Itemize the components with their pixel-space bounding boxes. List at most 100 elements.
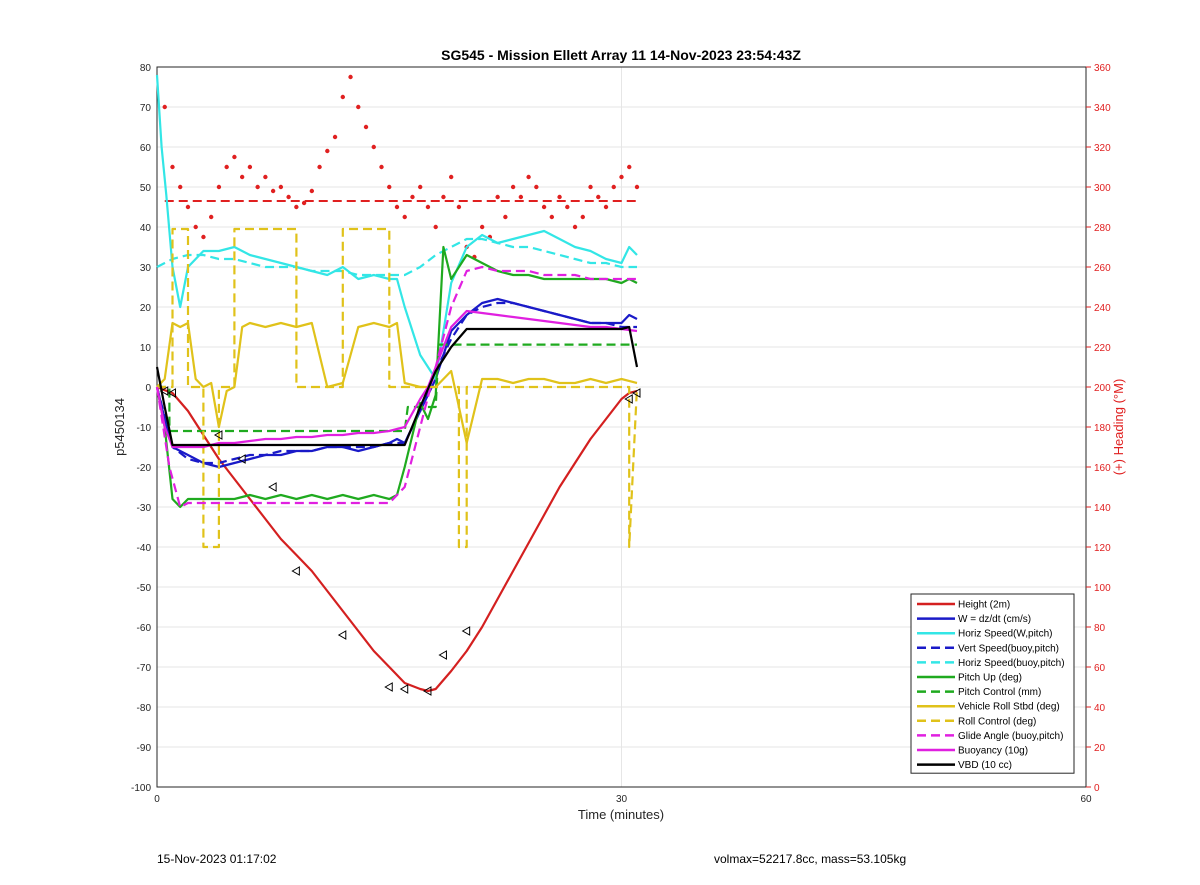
heading-point [224, 164, 229, 170]
heading-point [387, 184, 392, 190]
heading-point [185, 204, 191, 210]
direction-marker [167, 388, 176, 398]
heading-point [325, 148, 330, 154]
heading-point [557, 194, 562, 200]
direction-marker [631, 388, 641, 398]
legend-entry: Roll Control (deg) [958, 716, 1036, 727]
x-tick-label: 0 [154, 794, 160, 805]
direction-marker [237, 454, 246, 464]
heading-point [619, 174, 624, 180]
y-axis-label: p5450134 [112, 398, 127, 456]
legend-entry: Horiz Speed(buoy,pitch) [958, 658, 1065, 669]
footer-mass-info: volmax=52217.8cc, mass=53.105kg [714, 852, 907, 866]
heading-point [178, 184, 183, 190]
direction-marker [384, 682, 393, 692]
y-tick-label: -30 [137, 503, 152, 514]
heading-point [634, 184, 640, 190]
y2-axis-label: (+) Heading (°M) [1111, 379, 1126, 476]
series-line [155, 309, 638, 449]
series-line [156, 321, 638, 445]
heading-point [263, 174, 268, 180]
heading-point [534, 184, 539, 190]
y-tick-label: -70 [137, 663, 152, 674]
y2-tick-label: 80 [1094, 623, 1106, 634]
y-tick-label: 40 [140, 223, 152, 234]
y-tick-label: 50 [140, 183, 152, 194]
x-axis-ticks: 0 30 60 [154, 794, 1092, 805]
heading-point [278, 184, 284, 190]
heading-point [309, 188, 315, 194]
x-tick-label: 30 [616, 794, 628, 805]
heading-point [425, 204, 431, 210]
y-tick-label: -10 [137, 423, 152, 434]
heading-point [572, 224, 578, 230]
legend-entry: W = dz/dt (cm/s) [958, 614, 1031, 625]
y2-tick-label: 20 [1094, 743, 1106, 754]
direction-marker [159, 386, 169, 396]
heading-point [170, 164, 175, 170]
series-line [156, 385, 638, 693]
y2-tick-label: 100 [1094, 583, 1111, 594]
heading-point [518, 194, 524, 200]
heading-point [627, 164, 632, 170]
heading-point [495, 194, 500, 200]
y-tick-label: 20 [140, 303, 152, 314]
heading-point [418, 184, 423, 190]
heading-point [603, 204, 609, 210]
y-tick-label: -90 [137, 743, 152, 754]
series-line [155, 245, 638, 509]
heading-point [270, 188, 276, 194]
legend-entry: Height (2m) [958, 600, 1010, 611]
heading-point [526, 174, 531, 180]
heading-point [294, 204, 299, 210]
heading-point [549, 214, 555, 220]
right-y-axis-ticks: 3603403203002802602402202001801601401201… [1086, 63, 1111, 794]
y2-tick-label: 0 [1094, 783, 1100, 794]
y-tick-label: 80 [140, 63, 152, 74]
y2-tick-label: 280 [1094, 223, 1111, 234]
y2-tick-label: 360 [1094, 63, 1111, 74]
y2-tick-label: 240 [1094, 303, 1111, 314]
y2-tick-label: 200 [1094, 383, 1111, 394]
heading-point [286, 194, 291, 200]
heading-point [541, 204, 547, 210]
y-tick-label: 60 [140, 143, 152, 154]
y-tick-label: -60 [137, 623, 152, 634]
heading-point [356, 104, 361, 110]
heading-point [363, 124, 369, 130]
legend-box [910, 593, 1075, 774]
heading-point [441, 194, 446, 200]
heading-point [448, 174, 454, 180]
series-lines [155, 74, 639, 693]
legend-entry: VBD (10 cc) [958, 760, 1012, 771]
heading-point [232, 154, 237, 160]
y2-tick-label: 160 [1094, 463, 1111, 474]
heading-point [433, 224, 438, 230]
heading-point [208, 214, 214, 220]
direction-marker [438, 650, 447, 660]
legend-entry: Buoyancy (10g) [958, 746, 1028, 757]
heading-series [162, 74, 640, 260]
legend-entry: Glide Angle (buoy,pitch) [958, 731, 1063, 742]
heading-point [394, 204, 400, 210]
direction-marker [422, 686, 432, 696]
y-tick-label: 70 [140, 103, 152, 114]
legend-entry: Pitch Up (deg) [958, 673, 1022, 684]
heading-point [379, 164, 384, 170]
series-line [156, 237, 637, 277]
direction-marker [268, 482, 277, 492]
heading-point [332, 134, 338, 140]
y-tick-label: -100 [131, 783, 151, 794]
y2-tick-label: 300 [1094, 183, 1111, 194]
direction-markers [159, 386, 641, 696]
y2-tick-label: 140 [1094, 503, 1111, 514]
x-tick-label: 60 [1080, 794, 1092, 805]
y-tick-label: -20 [137, 463, 152, 474]
legend-entry: Pitch Control (mm) [958, 687, 1041, 698]
heading-point [317, 164, 322, 170]
heading-point [247, 164, 253, 170]
heading-point [239, 174, 245, 180]
heading-point [580, 214, 585, 220]
y2-tick-label: 120 [1094, 543, 1111, 554]
